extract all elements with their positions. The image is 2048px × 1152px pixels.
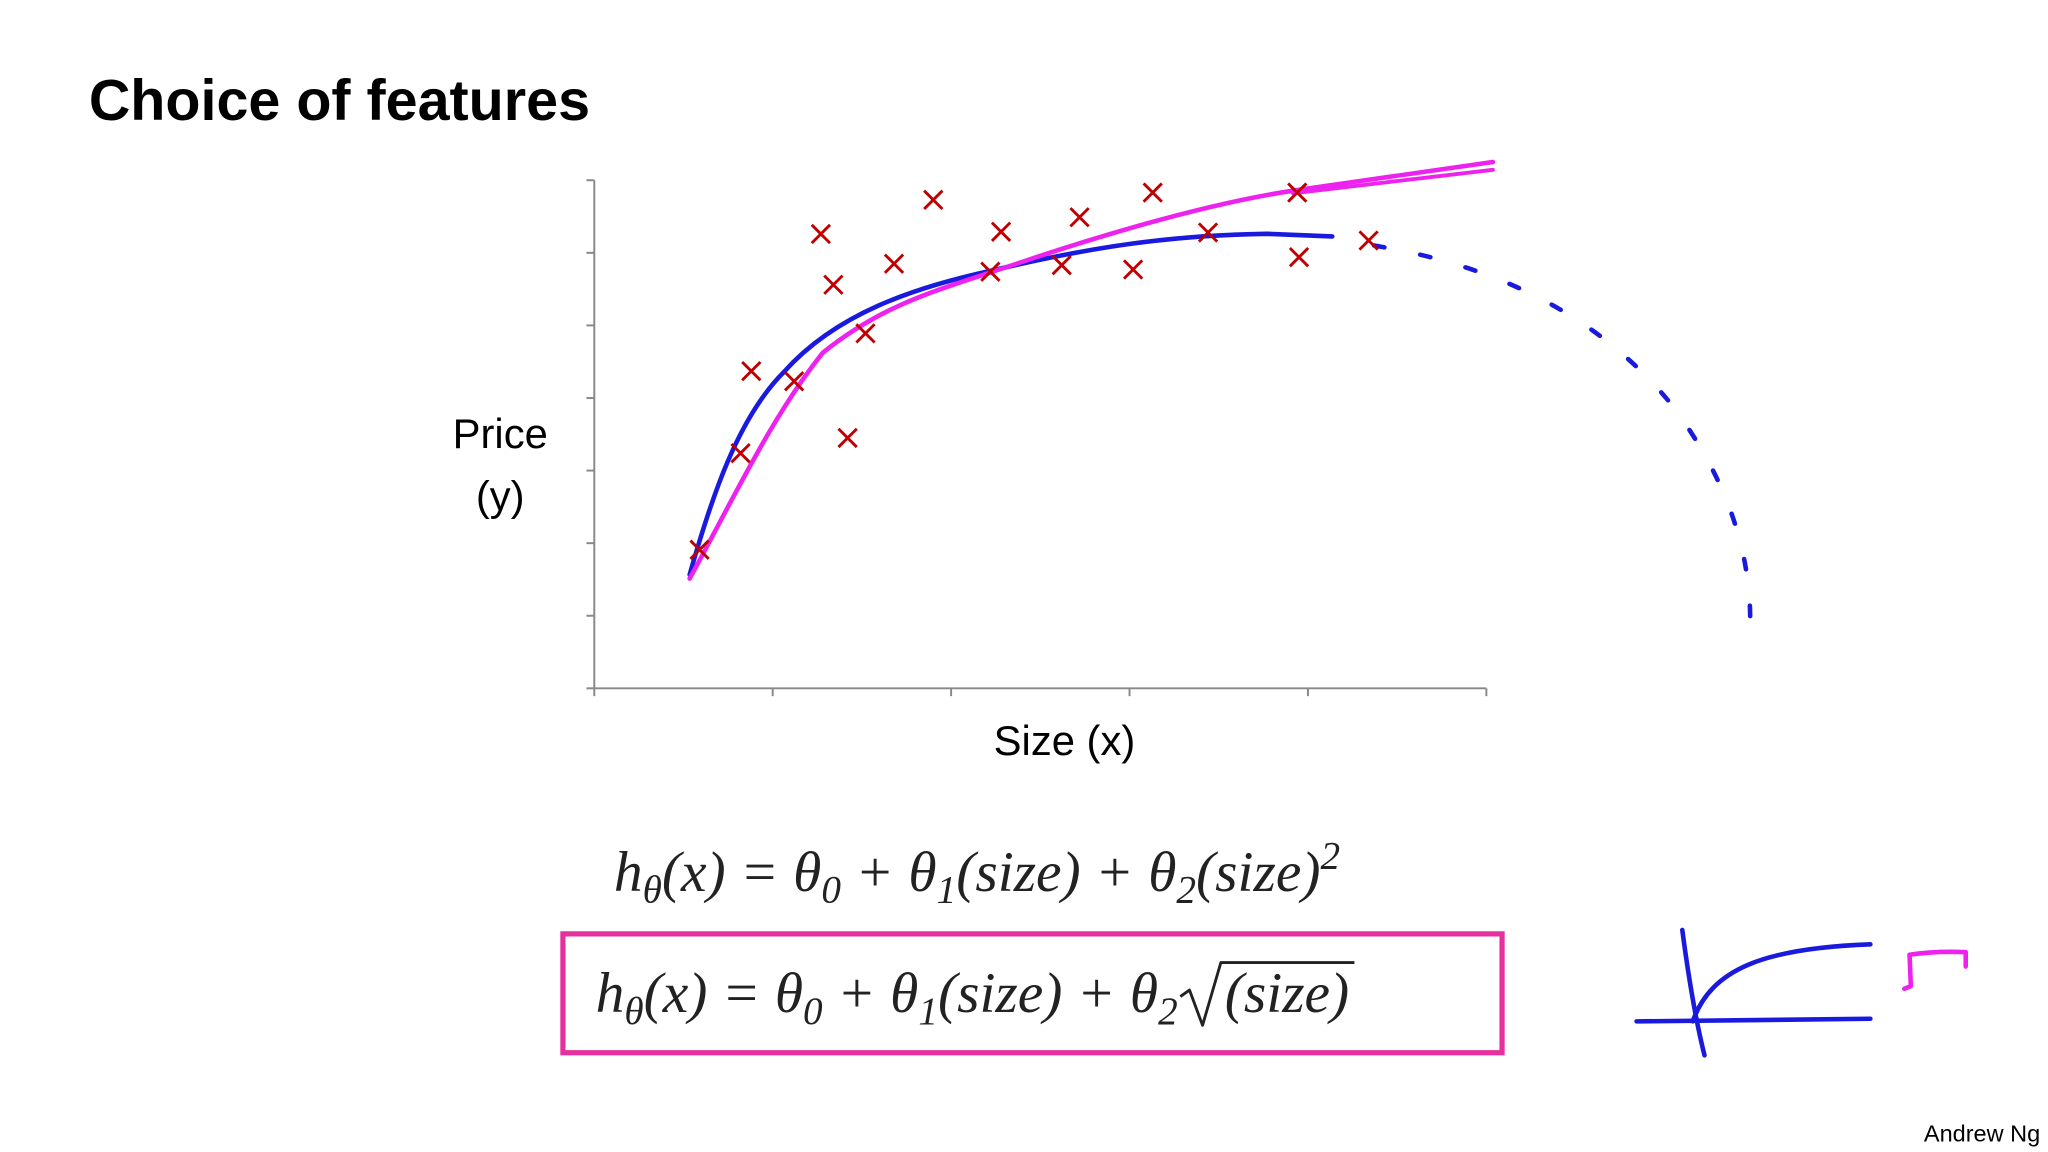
y-axis-label: Price: [453, 410, 548, 457]
plot: [586, 179, 1488, 697]
sketch-sqrt: [1902, 949, 1968, 992]
equation-part: (size): [1225, 962, 1349, 1025]
equation: hθ(x) = θ0 + θ1(size) + θ2 (size): [596, 962, 1350, 1033]
equation-part: 1: [937, 869, 957, 912]
equation-part: 2: [1158, 990, 1178, 1033]
data-point: [810, 223, 832, 245]
equation-part: θ: [643, 869, 662, 912]
equation-part: 0: [821, 869, 841, 912]
data-point: [990, 221, 1012, 242]
sqrt-fit-curve: [687, 159, 1496, 581]
highlight-box: [560, 931, 1505, 1056]
y-axis-label: (y): [476, 473, 525, 520]
data-point: [837, 427, 858, 449]
equation-part: 1: [918, 990, 938, 1033]
equation-part: 2: [1320, 835, 1340, 878]
data-point: [1122, 259, 1144, 280]
equation-part: h: [614, 841, 643, 904]
equation-part: h: [596, 962, 625, 1025]
equation-part: (size) + θ: [956, 841, 1176, 904]
equation-part: + θ: [823, 962, 919, 1025]
quadratic-fit-curve: [687, 231, 1335, 577]
hand-sketch: [1634, 927, 1968, 1058]
data-point: [1288, 247, 1310, 268]
data-point: [730, 442, 751, 464]
sketch-curve: [1690, 942, 1873, 1024]
data-point: [980, 261, 1001, 282]
equation-part: (x) = θ: [662, 841, 821, 904]
equation-part: 0: [803, 990, 823, 1033]
quadratic-fit-extension: [1371, 243, 1753, 623]
sketch-axis: [1680, 927, 1707, 1058]
x-axis-label: Size (x): [994, 717, 1136, 764]
data-point: [1069, 207, 1090, 228]
data-point: [689, 539, 710, 560]
equation-part: + θ: [841, 841, 937, 904]
data-point: [883, 253, 905, 274]
radical-sign: [1179, 961, 1355, 1027]
sqrt-fit-curve: [1291, 167, 1495, 196]
footer: Andrew Ng: [1924, 1121, 2040, 1147]
equation-part: (x) = θ: [644, 962, 803, 1025]
data-point: [1358, 230, 1379, 251]
data-point: [923, 189, 944, 211]
equation-part: 2: [1176, 869, 1196, 912]
slide-title: Choice of features: [89, 69, 590, 133]
data-point: [741, 360, 762, 382]
equation-part: θ: [624, 990, 643, 1033]
equation-part: (size): [1196, 841, 1320, 904]
equation: hθ(x) = θ0 + θ1(size) + θ2(size)2: [614, 835, 1340, 912]
data-point: [1051, 255, 1072, 276]
data-point: [855, 323, 876, 344]
equation-part: (size) + θ: [938, 962, 1158, 1025]
data-point: [783, 371, 805, 392]
data-point: [1197, 222, 1219, 243]
data-point: [823, 274, 844, 295]
data-point: [1287, 182, 1308, 203]
data-point: [1142, 182, 1163, 203]
sketch-axis: [1634, 1016, 1873, 1024]
